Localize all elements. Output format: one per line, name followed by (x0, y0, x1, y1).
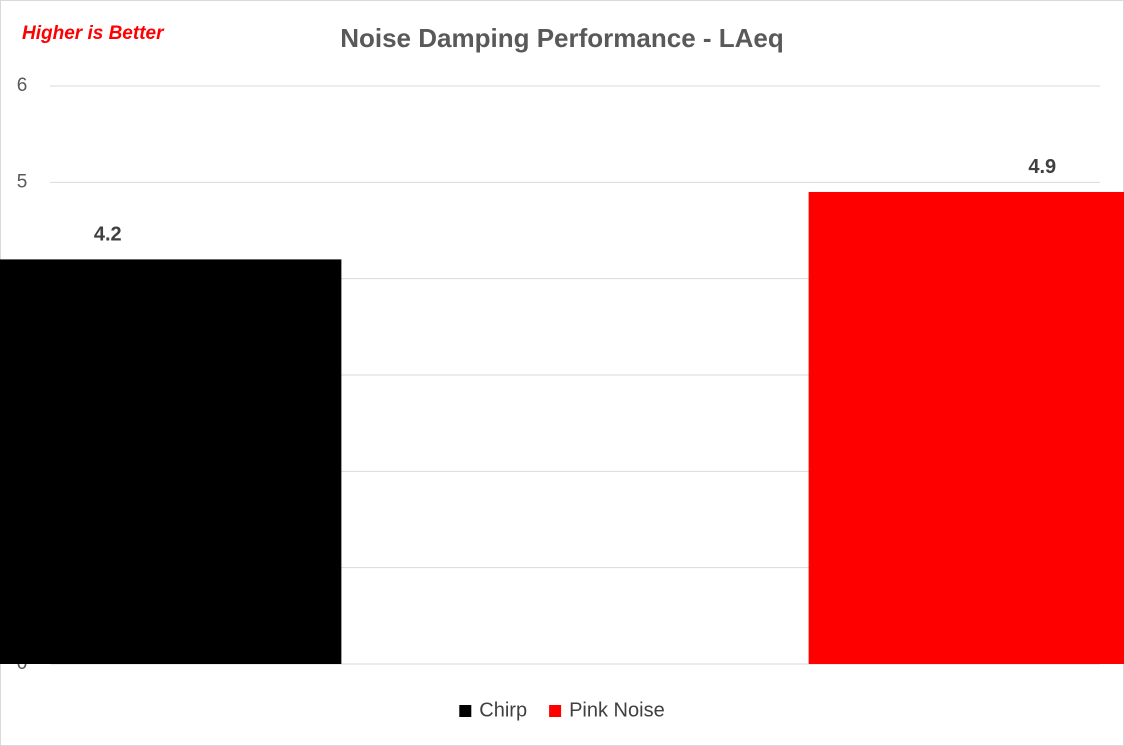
legend-label: Pink Noise (569, 699, 665, 721)
legend-swatch (549, 705, 562, 717)
legend-label: Chirp (479, 699, 527, 721)
chart-title: Noise Damping Performance - LAeq (340, 23, 784, 53)
legend-swatch (459, 705, 472, 717)
y-tick-label: 6 (17, 75, 28, 96)
value-label: 4.9 (1028, 156, 1056, 178)
value-label: 4.2 (94, 224, 122, 246)
annotation: Higher is Better (22, 23, 165, 44)
y-tick-label: 5 (17, 171, 28, 192)
bar (0, 259, 342, 664)
bar (808, 191, 1124, 664)
